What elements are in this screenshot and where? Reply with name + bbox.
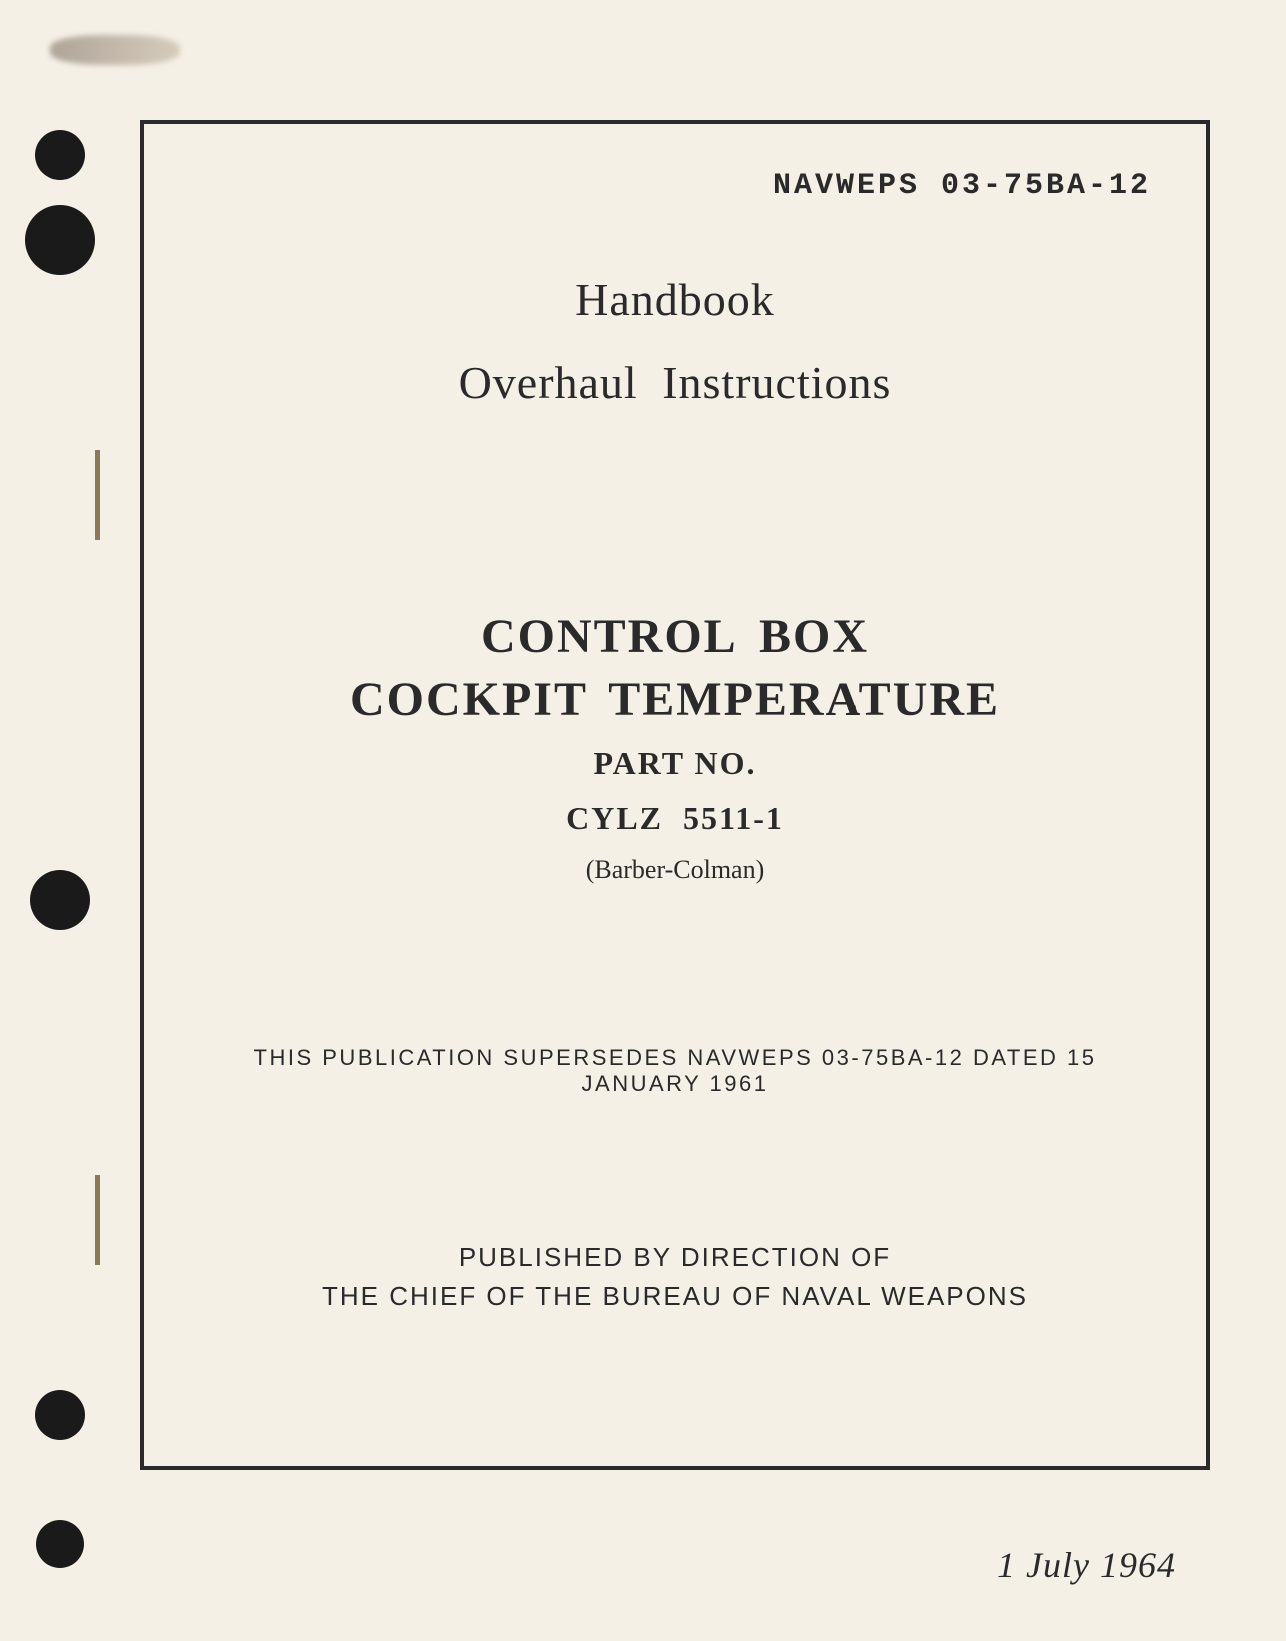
print-mark	[848, 704, 856, 712]
main-title-line-2: COCKPIT TEMPERATURE	[199, 672, 1151, 727]
publication-date: 1 July 1964	[997, 1544, 1176, 1586]
document-page: NAVWEPS 03-75BA-12 Handbook Overhaul Ins…	[0, 0, 1286, 1641]
document-number: NAVWEPS 03-75BA-12	[199, 169, 1151, 203]
manufacturer-name: (Barber-Colman)	[199, 855, 1151, 885]
part-number-label: PART NO.	[199, 745, 1151, 782]
punch-hole	[30, 870, 90, 930]
part-number: CYLZ 5511-1	[199, 800, 1151, 837]
punch-hole	[35, 1390, 85, 1440]
staple-mark	[95, 450, 100, 540]
main-title-line-1: CONTROL BOX	[199, 609, 1151, 664]
handbook-label: Handbook	[199, 273, 1151, 326]
staple-mark	[95, 1175, 100, 1265]
content-frame: NAVWEPS 03-75BA-12 Handbook Overhaul Ins…	[140, 120, 1210, 1470]
publisher-line-2: THE CHIEF OF THE BUREAU OF NAVAL WEAPONS	[199, 1281, 1151, 1312]
supersedes-notice: THIS PUBLICATION SUPERSEDES NAVWEPS 03-7…	[199, 1045, 1151, 1097]
scan-artifact-smudge	[50, 35, 180, 65]
overhaul-instructions-label: Overhaul Instructions	[199, 356, 1151, 409]
publisher-line-1: PUBLISHED BY DIRECTION OF	[199, 1242, 1151, 1273]
punch-hole	[35, 130, 85, 180]
punch-hole	[25, 205, 95, 275]
punch-hole	[36, 1520, 84, 1568]
